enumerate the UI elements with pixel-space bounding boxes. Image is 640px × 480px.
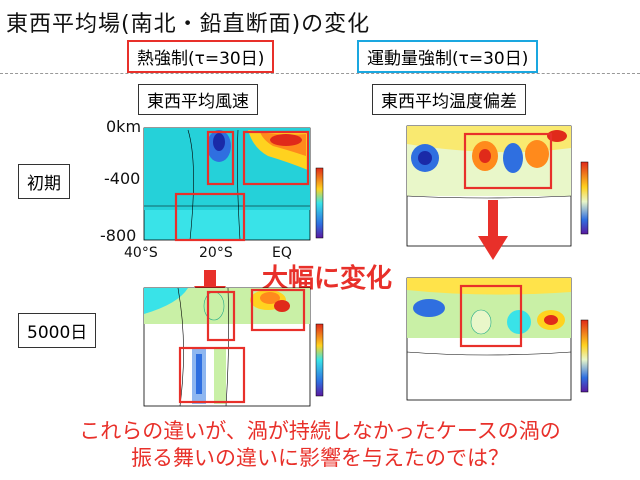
cold-cell — [413, 299, 445, 317]
colorbar — [580, 161, 589, 235]
axis-label-bottom: -800 — [100, 226, 137, 245]
cold-core — [418, 151, 432, 165]
field-fill — [214, 348, 226, 404]
temperature-5000-plot — [406, 277, 589, 401]
contour-line — [177, 287, 184, 407]
wind-initial-plot — [143, 127, 324, 242]
slide-title: 東西平均場(南北・鉛直断面)の変化 — [6, 12, 371, 37]
momentum-forcing-label: 運動量強制(τ=30日) — [357, 40, 539, 73]
highlight-box — [206, 130, 235, 186]
field-fill — [144, 288, 188, 314]
westward-core — [196, 354, 202, 394]
warm-cell — [525, 140, 549, 168]
highlight-box — [250, 288, 306, 332]
cold-cell — [507, 310, 531, 334]
jet-core — [260, 292, 280, 304]
divider — [0, 73, 640, 74]
colorbar — [315, 323, 324, 397]
contour-line — [406, 351, 572, 356]
colorbar — [315, 167, 324, 239]
jet-max — [274, 300, 290, 312]
warm-core — [544, 315, 558, 325]
highlight-box — [206, 290, 236, 342]
cold-cell — [503, 143, 523, 173]
lat-label-eq: EQ — [272, 245, 292, 261]
highlight-box — [242, 130, 310, 186]
wind-column-header: 東西平均風速 — [138, 84, 258, 115]
contour-line — [225, 287, 229, 407]
lat-label-20s: 20°S — [199, 245, 233, 261]
conclusion-line-1: これらの違いが、渦が持続しなかったケースの渦の — [79, 419, 561, 443]
westward-max — [213, 133, 225, 151]
axis-label-mid: -400 — [104, 169, 141, 188]
row-label-5000: 5000日 — [18, 313, 97, 348]
temperature-initial-plot — [406, 125, 589, 247]
lat-label-40s: 40°S — [124, 245, 158, 261]
axis-label-top: 0km — [106, 117, 142, 136]
row-label-initial: 初期 — [18, 164, 70, 199]
highlight-box — [459, 284, 523, 348]
temperature-column-header: 東西平均温度偏差 — [372, 84, 526, 115]
highlight-box — [463, 132, 553, 190]
conclusion-line-2: 振る舞いの違いに影響を与えたのでは？ — [131, 446, 509, 470]
warm-core — [479, 149, 491, 163]
down-arrow-icon — [478, 200, 508, 260]
colorbar — [580, 319, 589, 393]
highlight-box — [174, 192, 246, 242]
contour-line — [406, 195, 572, 199]
jet-max — [270, 134, 302, 146]
contour-line — [237, 129, 241, 241]
highlight-box — [178, 346, 246, 404]
wind-5000-plot — [143, 287, 324, 407]
thermal-forcing-label: 熱強制(τ=30日) — [127, 40, 275, 73]
contour-line — [187, 129, 194, 241]
cell — [470, 309, 492, 335]
